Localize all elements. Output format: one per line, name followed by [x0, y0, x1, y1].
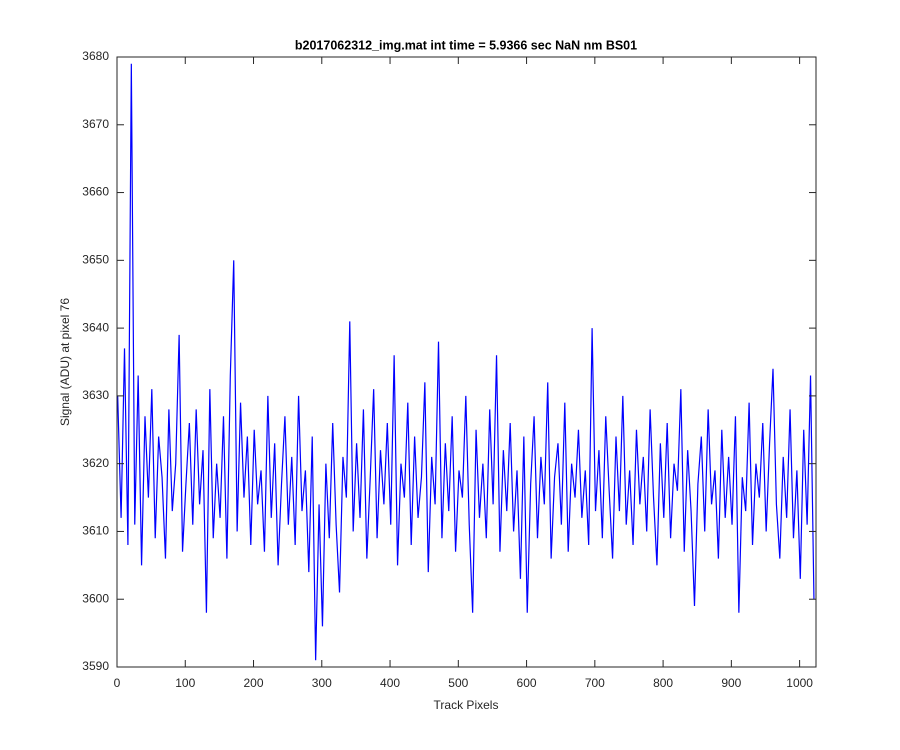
x-tick-label: 200 [244, 676, 264, 690]
x-tick-label: 100 [175, 676, 195, 690]
y-tick-label: 3620 [82, 456, 109, 470]
x-axis-label: Track Pixels [434, 698, 499, 712]
x-tick-label: 300 [312, 676, 332, 690]
y-tick-label: 3680 [82, 49, 109, 63]
y-tick-label: 3670 [82, 117, 109, 131]
y-tick-label: 3640 [82, 320, 109, 334]
x-tick-label: 1000 [786, 676, 813, 690]
x-tick-label: 900 [721, 676, 741, 690]
y-tick-label: 3660 [82, 185, 109, 199]
x-tick-label: 0 [114, 676, 121, 690]
y-tick-label: 3650 [82, 253, 109, 267]
chart-title: b2017062312_img.mat int time = 5.9366 se… [295, 38, 637, 52]
y-axis-label: Signal (ADU) at pixel 76 [58, 298, 72, 426]
plot-box [116, 56, 817, 668]
x-tick-label: 400 [380, 676, 400, 690]
data-line [117, 63, 815, 661]
x-tick-label: 700 [585, 676, 605, 690]
x-tick-label: 600 [517, 676, 537, 690]
y-tick-label: 3610 [82, 524, 109, 538]
x-tick-label: 500 [448, 676, 468, 690]
x-tick-label: 800 [653, 676, 673, 690]
y-tick-label: 3630 [82, 388, 109, 402]
y-tick-label: 3600 [82, 591, 109, 605]
y-tick-label: 3590 [82, 659, 109, 673]
